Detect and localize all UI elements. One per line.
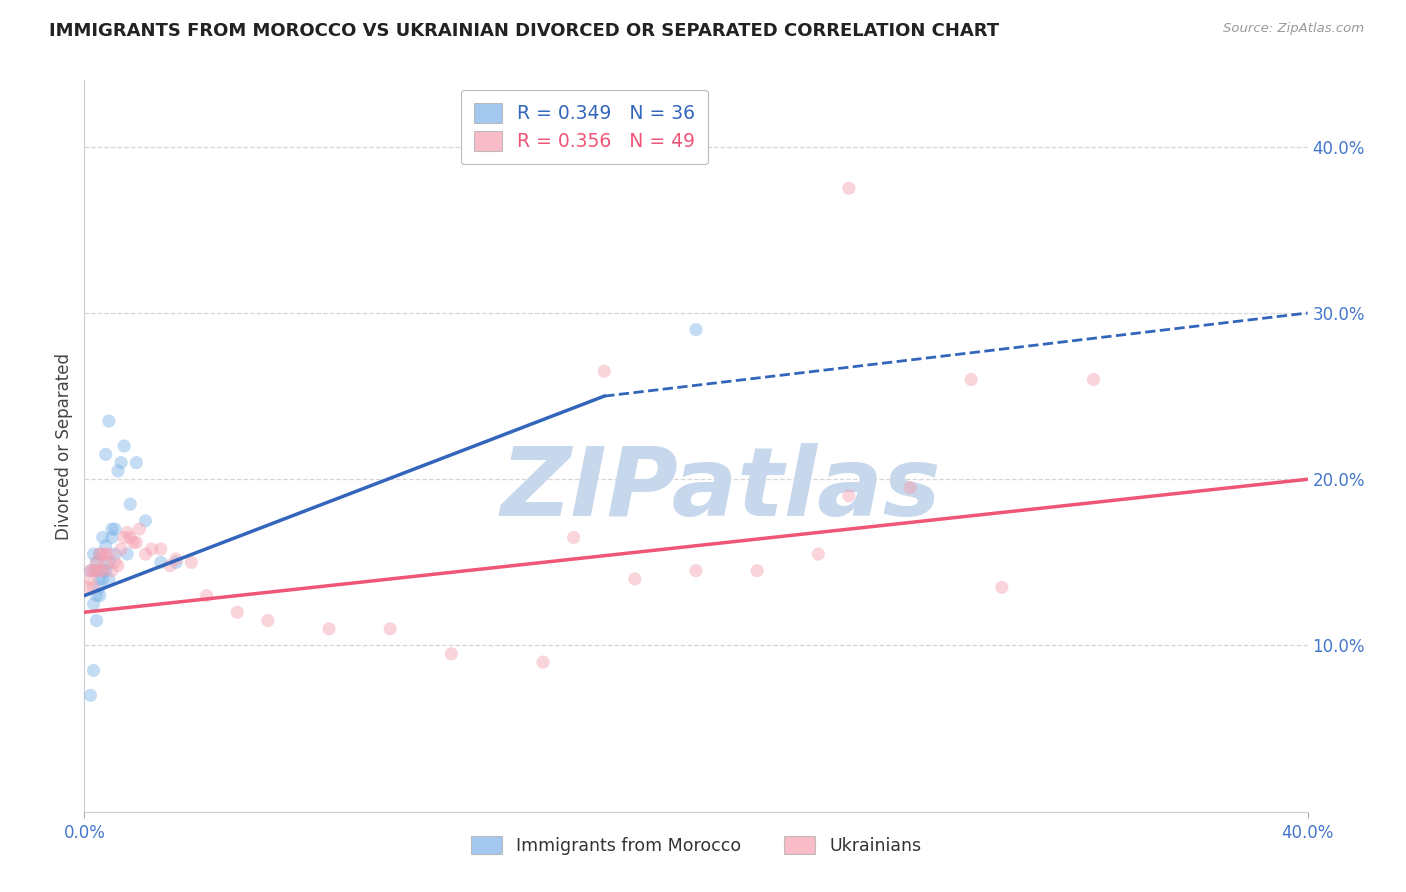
Point (991, 580, 1014, 594)
Point (89, 547, 111, 561)
Point (380, 622, 402, 636)
Point (135, 514, 157, 528)
Point (838, 181, 860, 195)
Point (112, 530, 135, 544)
Point (115, 525, 138, 540)
Point (83, 564, 105, 578)
Point (86, 555, 108, 569)
Point (101, 530, 124, 544)
Point (135, 547, 157, 561)
Point (89, 572, 111, 586)
Point (94, 447, 117, 461)
Point (165, 555, 187, 569)
Point (89, 547, 111, 561)
Point (91, 564, 114, 578)
Point (960, 372, 983, 386)
Point (122, 535, 145, 549)
Point (94, 564, 117, 578)
Point (115, 547, 138, 561)
Text: ZIPatlas: ZIPatlas (501, 443, 941, 536)
Point (79, 564, 101, 578)
Point (79, 572, 101, 586)
Point (86, 589, 108, 603)
Point (94, 539, 117, 553)
Point (110, 542, 132, 557)
Point (149, 542, 172, 557)
Point (685, 564, 707, 578)
Point (685, 323, 707, 337)
Point (593, 364, 616, 378)
Point (91, 547, 114, 561)
Point (226, 605, 249, 619)
Point (86, 564, 108, 578)
Text: Source: ZipAtlas.com: Source: ZipAtlas.com (1223, 22, 1364, 36)
Point (89, 589, 111, 603)
Point (110, 456, 132, 470)
Point (838, 489, 860, 503)
Point (107, 558, 129, 573)
Point (97, 555, 120, 569)
Point (125, 535, 148, 549)
Point (83, 547, 105, 561)
Point (112, 439, 135, 453)
Point (94, 547, 117, 561)
Point (104, 555, 127, 569)
Point (86, 555, 108, 569)
Point (165, 552, 187, 566)
Point (159, 558, 181, 573)
Point (97, 547, 120, 561)
Point (86, 564, 108, 578)
Point (97, 572, 120, 586)
Point (898, 481, 921, 495)
Point (97, 414, 120, 428)
Point (440, 647, 463, 661)
Point (104, 522, 127, 536)
Point (562, 530, 585, 544)
Point (76, 580, 98, 594)
Point (83, 580, 105, 594)
Point (89, 564, 111, 578)
Point (318, 622, 340, 636)
Point (195, 589, 218, 603)
Point (104, 547, 127, 561)
Point (128, 522, 150, 536)
Point (86, 614, 108, 628)
Point (149, 555, 172, 569)
Point (91, 572, 114, 586)
Point (180, 555, 202, 569)
Point (120, 530, 142, 544)
Point (257, 614, 280, 628)
Point (531, 655, 554, 669)
Y-axis label: Divorced or Separated: Divorced or Separated (55, 352, 73, 540)
Point (79, 564, 101, 578)
Point (91, 564, 114, 578)
Point (1083, 372, 1105, 386)
Point (120, 497, 142, 511)
Point (79, 689, 101, 703)
Point (747, 564, 769, 578)
Point (83, 597, 105, 611)
Point (624, 572, 647, 586)
Point (101, 564, 124, 578)
Point (125, 456, 148, 470)
Point (807, 547, 830, 561)
Point (141, 542, 163, 557)
Point (101, 522, 124, 536)
Text: IMMIGRANTS FROM MOROCCO VS UKRAINIAN DIVORCED OR SEPARATED CORRELATION CHART: IMMIGRANTS FROM MOROCCO VS UKRAINIAN DIV… (49, 22, 1000, 40)
Point (83, 664, 105, 678)
Legend: Immigrants from Morocco, Ukrainians: Immigrants from Morocco, Ukrainians (464, 829, 928, 862)
Point (91, 530, 114, 544)
Point (89, 580, 111, 594)
Point (94, 555, 117, 569)
Point (107, 464, 129, 478)
